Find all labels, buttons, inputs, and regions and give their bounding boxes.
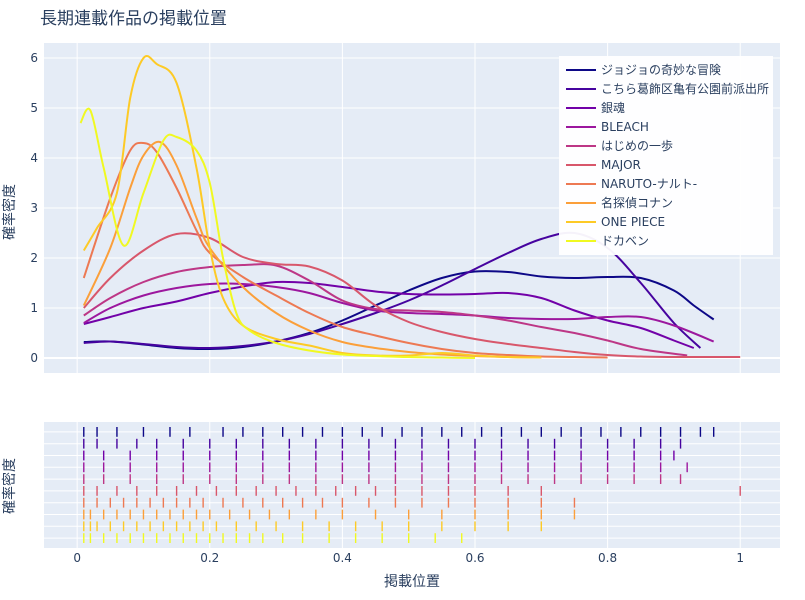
legend-label-3: BLEACH [601, 120, 649, 134]
legend-label-2: 銀魂 [601, 100, 625, 115]
y-tick-label: 1 [30, 301, 38, 315]
bottom-plot-area [44, 422, 780, 548]
y-axis-label-bottom: 確率密度 [1, 458, 18, 514]
x-tick-label: 1 [736, 551, 744, 565]
x-tick-labels: 0 0.2 0.4 0.6 0.8 1 [73, 551, 744, 565]
legend-label-1: こちら葛飾区亀有公園前派出所 [601, 81, 769, 96]
density-line-7 [82, 140, 542, 359]
y-tick-label: 4 [30, 151, 38, 165]
x-tick-label: 0.2 [200, 551, 219, 565]
legend-label-5: MAJOR [601, 158, 641, 172]
legend-label-6: NARUTO-ナルト- [601, 177, 697, 191]
y-axis-label-top: 確率密度 [1, 184, 18, 240]
legend-label-8: ONE PIECE [601, 215, 665, 229]
y-tick-label: 5 [30, 101, 38, 115]
x-tick-label: 0.4 [333, 551, 352, 565]
y-tick-label: 2 [30, 251, 38, 265]
density-lines [79, 54, 741, 359]
x-tick-label: 0 [73, 551, 81, 565]
density-line-6 [82, 141, 608, 359]
density-line-8 [82, 54, 542, 359]
density-line-9 [79, 107, 476, 359]
chart-title: 長期連載作品の掲載位置 [40, 9, 227, 29]
rug-plot [83, 427, 741, 543]
x-tick-label: 0.8 [598, 551, 617, 565]
density-line-2 [83, 280, 695, 349]
x-tick-label: 0.6 [465, 551, 484, 565]
density-line-3 [83, 282, 715, 343]
density-line-5 [83, 232, 741, 359]
legend-label-0: ジョジョの奇妙な冒険 [601, 63, 721, 77]
y-tick-label: 0 [30, 351, 38, 365]
y-tick-label: 3 [30, 201, 38, 215]
legend-label-7: 名探偵コナン [601, 195, 673, 210]
density-line-4 [83, 263, 688, 357]
legend-label-9: ドカベン [601, 234, 649, 248]
y-tick-labels: 0 1 2 3 4 5 6 [30, 51, 38, 365]
y-tick-label: 6 [30, 51, 38, 65]
x-axis-label: 掲載位置 [384, 574, 440, 590]
legend-label-4: はじめの一歩 [601, 138, 673, 153]
density-line-0 [83, 270, 715, 351]
